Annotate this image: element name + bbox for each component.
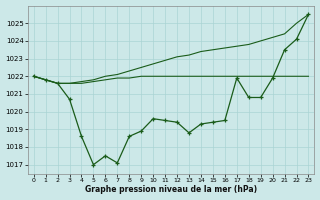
X-axis label: Graphe pression niveau de la mer (hPa): Graphe pression niveau de la mer (hPa)	[85, 185, 257, 194]
